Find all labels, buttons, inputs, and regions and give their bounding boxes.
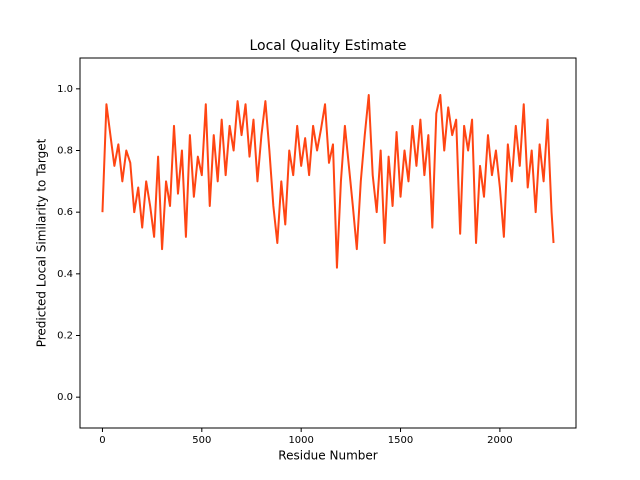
x-tick-label: 2000 [487,435,512,446]
chart-title: Local Quality Estimate [249,38,406,54]
y-tick-label: 0.6 [57,207,73,218]
data-line [101,94,555,269]
y-tick-label: 1.0 [57,84,73,95]
x-tick-label: 500 [192,435,211,446]
x-tick-label: 1000 [288,435,313,446]
y-tick-label: 0.2 [57,331,73,342]
y-tick-label: 0.0 [57,392,73,403]
plot-frame [79,57,577,429]
x-axis-label: Residue Number [278,449,377,463]
y-tick-label: 0.4 [57,269,73,280]
y-tick-label: 0.8 [57,146,73,157]
y-axis-label: Predicted Local Similarity to Target [35,138,49,347]
x-tick-label: 1500 [388,435,413,446]
x-tick-label: 0 [99,435,105,446]
